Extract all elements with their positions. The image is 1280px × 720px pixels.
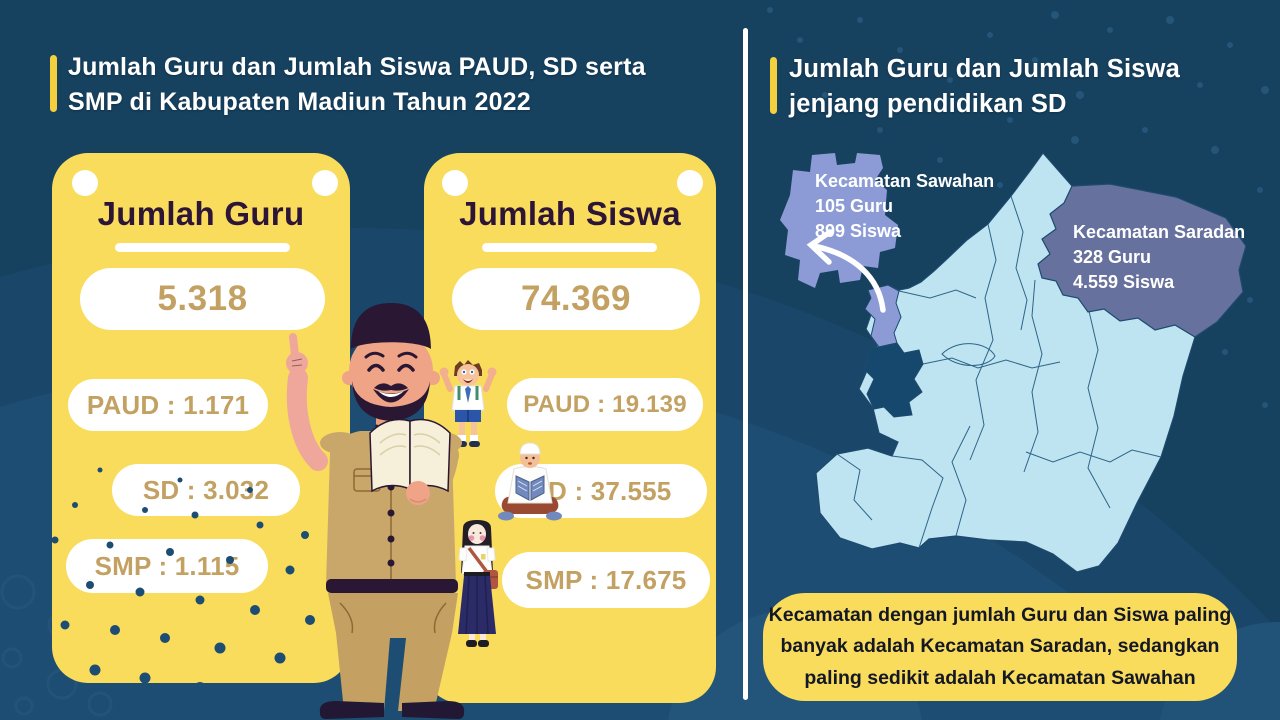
sawahan-callout-guru: 105 Guru (815, 196, 893, 216)
student-girl-icon (458, 520, 498, 647)
siswa-paud-pill: PAUD : 19.139 (507, 378, 703, 431)
left-title-accent-bar (50, 55, 57, 112)
panel-divider (743, 28, 748, 700)
guru-card-underline (115, 243, 290, 252)
saradan-callout-name: Kecamatan Saradan (1073, 222, 1245, 242)
saradan-callout-siswa: 4.559 Siswa (1073, 272, 1175, 292)
siswa-card-underline (482, 243, 657, 252)
guru-smp-pill: SMP : 1.115 (66, 539, 268, 593)
card-corner-dot (442, 170, 468, 196)
teacher-illustration (286, 303, 465, 719)
card-corner-dot (312, 170, 338, 196)
right-page-title: Jumlah Guru dan Jumlah Siswa jenjang pen… (789, 52, 1180, 122)
siswa-smp-pill: SMP : 17.675 (502, 552, 710, 608)
left-title-line2: SMP di Kabupaten Madiun Tahun 2022 (68, 87, 531, 116)
card-corner-dot (72, 170, 98, 196)
map-region-sawahan-enlarged (780, 153, 898, 288)
map-region-saradan (1037, 183, 1247, 338)
right-title-line1: Jumlah Guru dan Jumlah Siswa (789, 55, 1181, 83)
left-page-title: Jumlah Guru dan Jumlah Siswa PAUD, SD se… (68, 50, 646, 119)
right-title-accent-bar (770, 57, 777, 114)
guru-paud-pill: PAUD : 1.171 (68, 379, 268, 431)
note-line3: paling sedikit adalah Kecamatan Sawahan (804, 666, 1196, 689)
sawahan-callout-siswa: 899 Siswa (815, 221, 902, 241)
right-title-line2: jenjang pendidikan SD (789, 90, 1067, 119)
saradan-callout-guru: 328 Guru (1073, 247, 1151, 267)
map-region-dark (863, 342, 924, 418)
student-reading-icon (498, 442, 562, 521)
student-cheering-icon (439, 360, 497, 447)
map-arrow-icon (806, 229, 886, 313)
siswa-card-title: Jumlah Siswa (459, 195, 681, 232)
guru-total-pill: 5.318 (80, 268, 325, 330)
conclusion-note-box: Kecamatan dengan jumlah Guru dan Siswa p… (763, 593, 1237, 701)
guru-card-title: Jumlah Guru (97, 195, 305, 232)
note-line2: banyak adalah Kecamatan Saradan, sedangk… (780, 635, 1220, 658)
polka-dots-decor (41, 467, 320, 720)
sawahan-callout-name: Kecamatan Sawahan (815, 171, 994, 191)
siswa-total-pill: 74.369 (452, 268, 700, 330)
madiun-map: Kecamatan Sawahan 105 Guru 899 Siswa Kec… (780, 152, 1247, 573)
siswa-card: Jumlah Siswa 74.369 PAUD : 19.139 SD : 3… (424, 153, 716, 703)
note-line1: Kecamatan dengan jumlah Guru dan Siswa p… (768, 603, 1232, 626)
map-internal-borders (836, 195, 1162, 549)
card-corner-dot (677, 170, 703, 196)
left-title-line1: Jumlah Guru dan Jumlah Siswa PAUD, SD se… (68, 53, 646, 81)
